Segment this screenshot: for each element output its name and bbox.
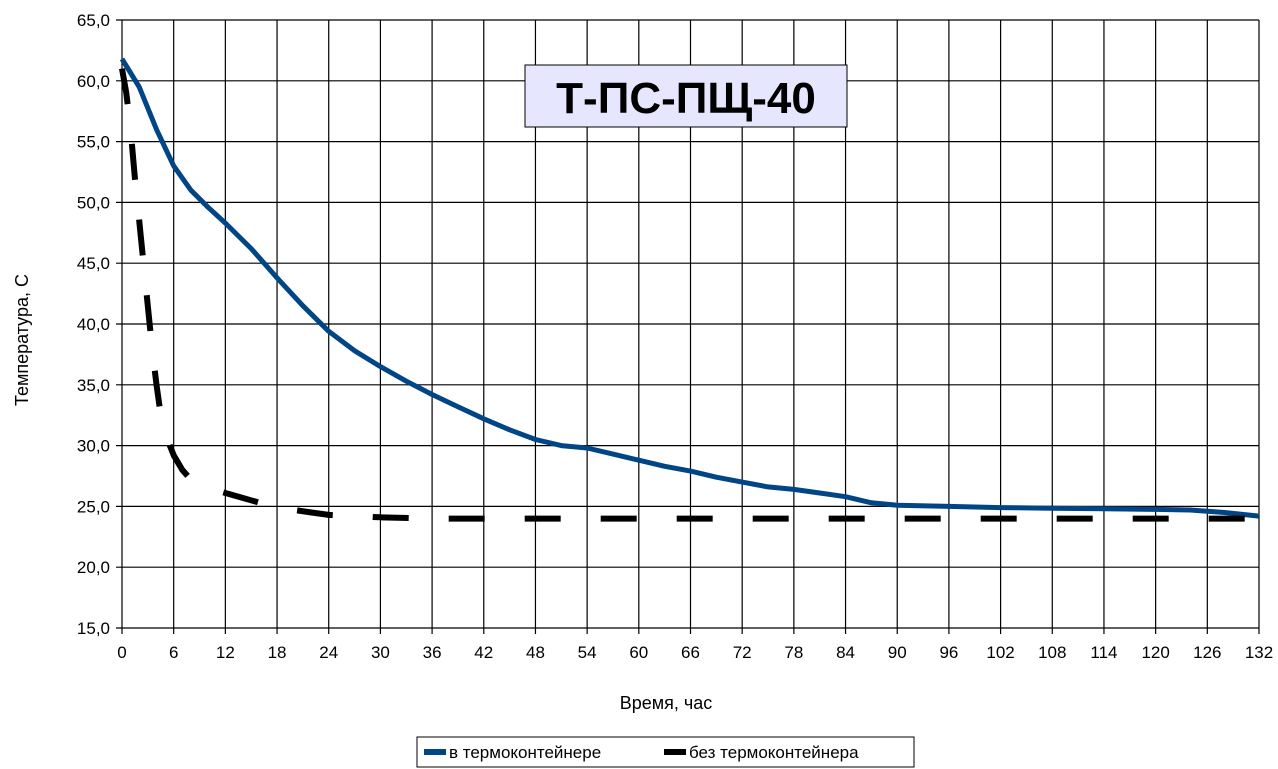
x-tick-label: 90 [888,643,907,662]
y-axis-title: Температура, С [12,274,32,406]
legend-label-series-2: без термоконтейнера [689,743,859,762]
x-tick-label: 108 [1038,643,1066,662]
x-tick-label: 0 [117,643,126,662]
x-tick-label: 48 [526,643,545,662]
legend: в термоконтейнере без термоконтейнера [416,736,915,768]
x-tick-label: 114 [1090,643,1117,662]
y-tick-label: 65,0 [77,11,110,30]
x-tick-label: 66 [681,643,700,662]
chart-title-background [524,64,848,128]
x-tick-label: 102 [986,643,1014,662]
x-tick-label: 84 [836,643,855,662]
legend-label-series-1: в термоконтейнере [449,743,601,762]
x-tick-label: 24 [319,643,338,662]
x-tick-label: 12 [216,643,235,662]
chart-title: Т-ПС-ПЩ-40 [556,74,816,123]
y-tick-label: 35,0 [77,376,110,395]
series-layer [119,57,1260,522]
x-tick-label: 36 [423,643,442,662]
x-tick-labels: 0 6 12 18 24 30 36 42 48 54 60 66 72 78 84 90 96 102 108 11… [117,643,1273,662]
x-tick-label: 18 [268,643,287,662]
x-tick-label: 54 [578,643,597,662]
x-tick-label: 126 [1193,643,1221,662]
y-tick-label: 45,0 [77,254,110,273]
series-line-in-container [119,57,1260,519]
y-tick-label: 20,0 [77,558,110,577]
y-tick-labels: 15,0 20,0 25,0 30,0 35,0 40,0 45,0 50,0 55,0 60,0… [77,11,110,638]
x-axis-title: Время, час [620,693,713,713]
x-tick-label: 30 [371,643,390,662]
x-tick-label: 96 [939,643,958,662]
series-line-without-container [119,68,1259,522]
y-tick-label: 15,0 [77,619,110,638]
y-tick-label: 40,0 [77,315,110,334]
x-tick-label: 42 [474,643,493,662]
x-tick-label: 6 [169,643,178,662]
x-tick-label: 120 [1141,643,1169,662]
x-tick-label: 72 [733,643,752,662]
y-tick-label: 55,0 [77,133,110,152]
y-tick-label: 30,0 [77,437,110,456]
y-tick-label: 50,0 [77,193,110,212]
x-tick-label: 60 [629,643,648,662]
x-tick-label: 132 [1245,643,1273,662]
chart-title-box: Т-ПС-ПЩ-40 [524,64,848,128]
y-tick-label: 60,0 [77,72,110,91]
y-tick-label: 25,0 [77,497,110,516]
x-tick-label: 78 [784,643,803,662]
